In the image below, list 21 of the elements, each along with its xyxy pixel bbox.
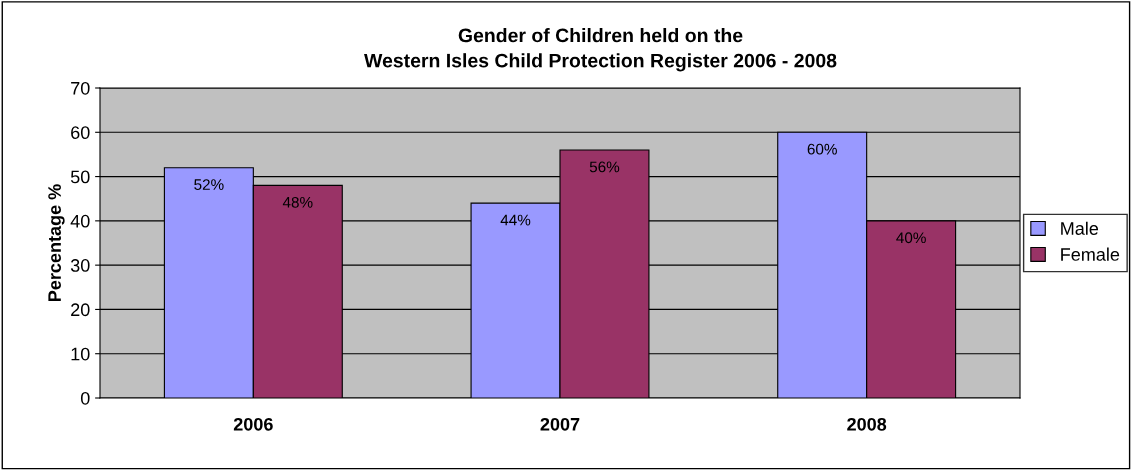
legend-label: Female (1061, 247, 1120, 261)
chart-title: Gender of Children held on the Western Isles Child Protection Register 2006 - 2008 (364, 28, 837, 72)
legend-label: Male (1061, 221, 1099, 235)
data-label: 60% (807, 143, 837, 155)
y-tick-label: 50 (70, 170, 90, 184)
y-tick-label: 40 (70, 214, 90, 228)
data-label: 48% (282, 196, 313, 208)
data-label: 52% (194, 179, 224, 191)
y-tick-label: 70 (71, 81, 90, 95)
y-tick-label: 0 (80, 391, 90, 405)
data-label: 44% (500, 214, 531, 226)
y-tick-label: 30 (70, 259, 90, 272)
data-label: 56% (589, 161, 620, 173)
x-tick-label: 2006 (233, 417, 273, 431)
y-tick-label: 20 (71, 303, 90, 317)
y-axis-title: Percentage % (48, 184, 65, 301)
x-tick-label: 2008 (847, 417, 887, 431)
y-tick-label: 10 (71, 347, 90, 361)
data-label: 40% (896, 232, 926, 244)
y-tick-label: 60 (71, 126, 90, 140)
x-tick-label: 2007 (540, 417, 580, 431)
